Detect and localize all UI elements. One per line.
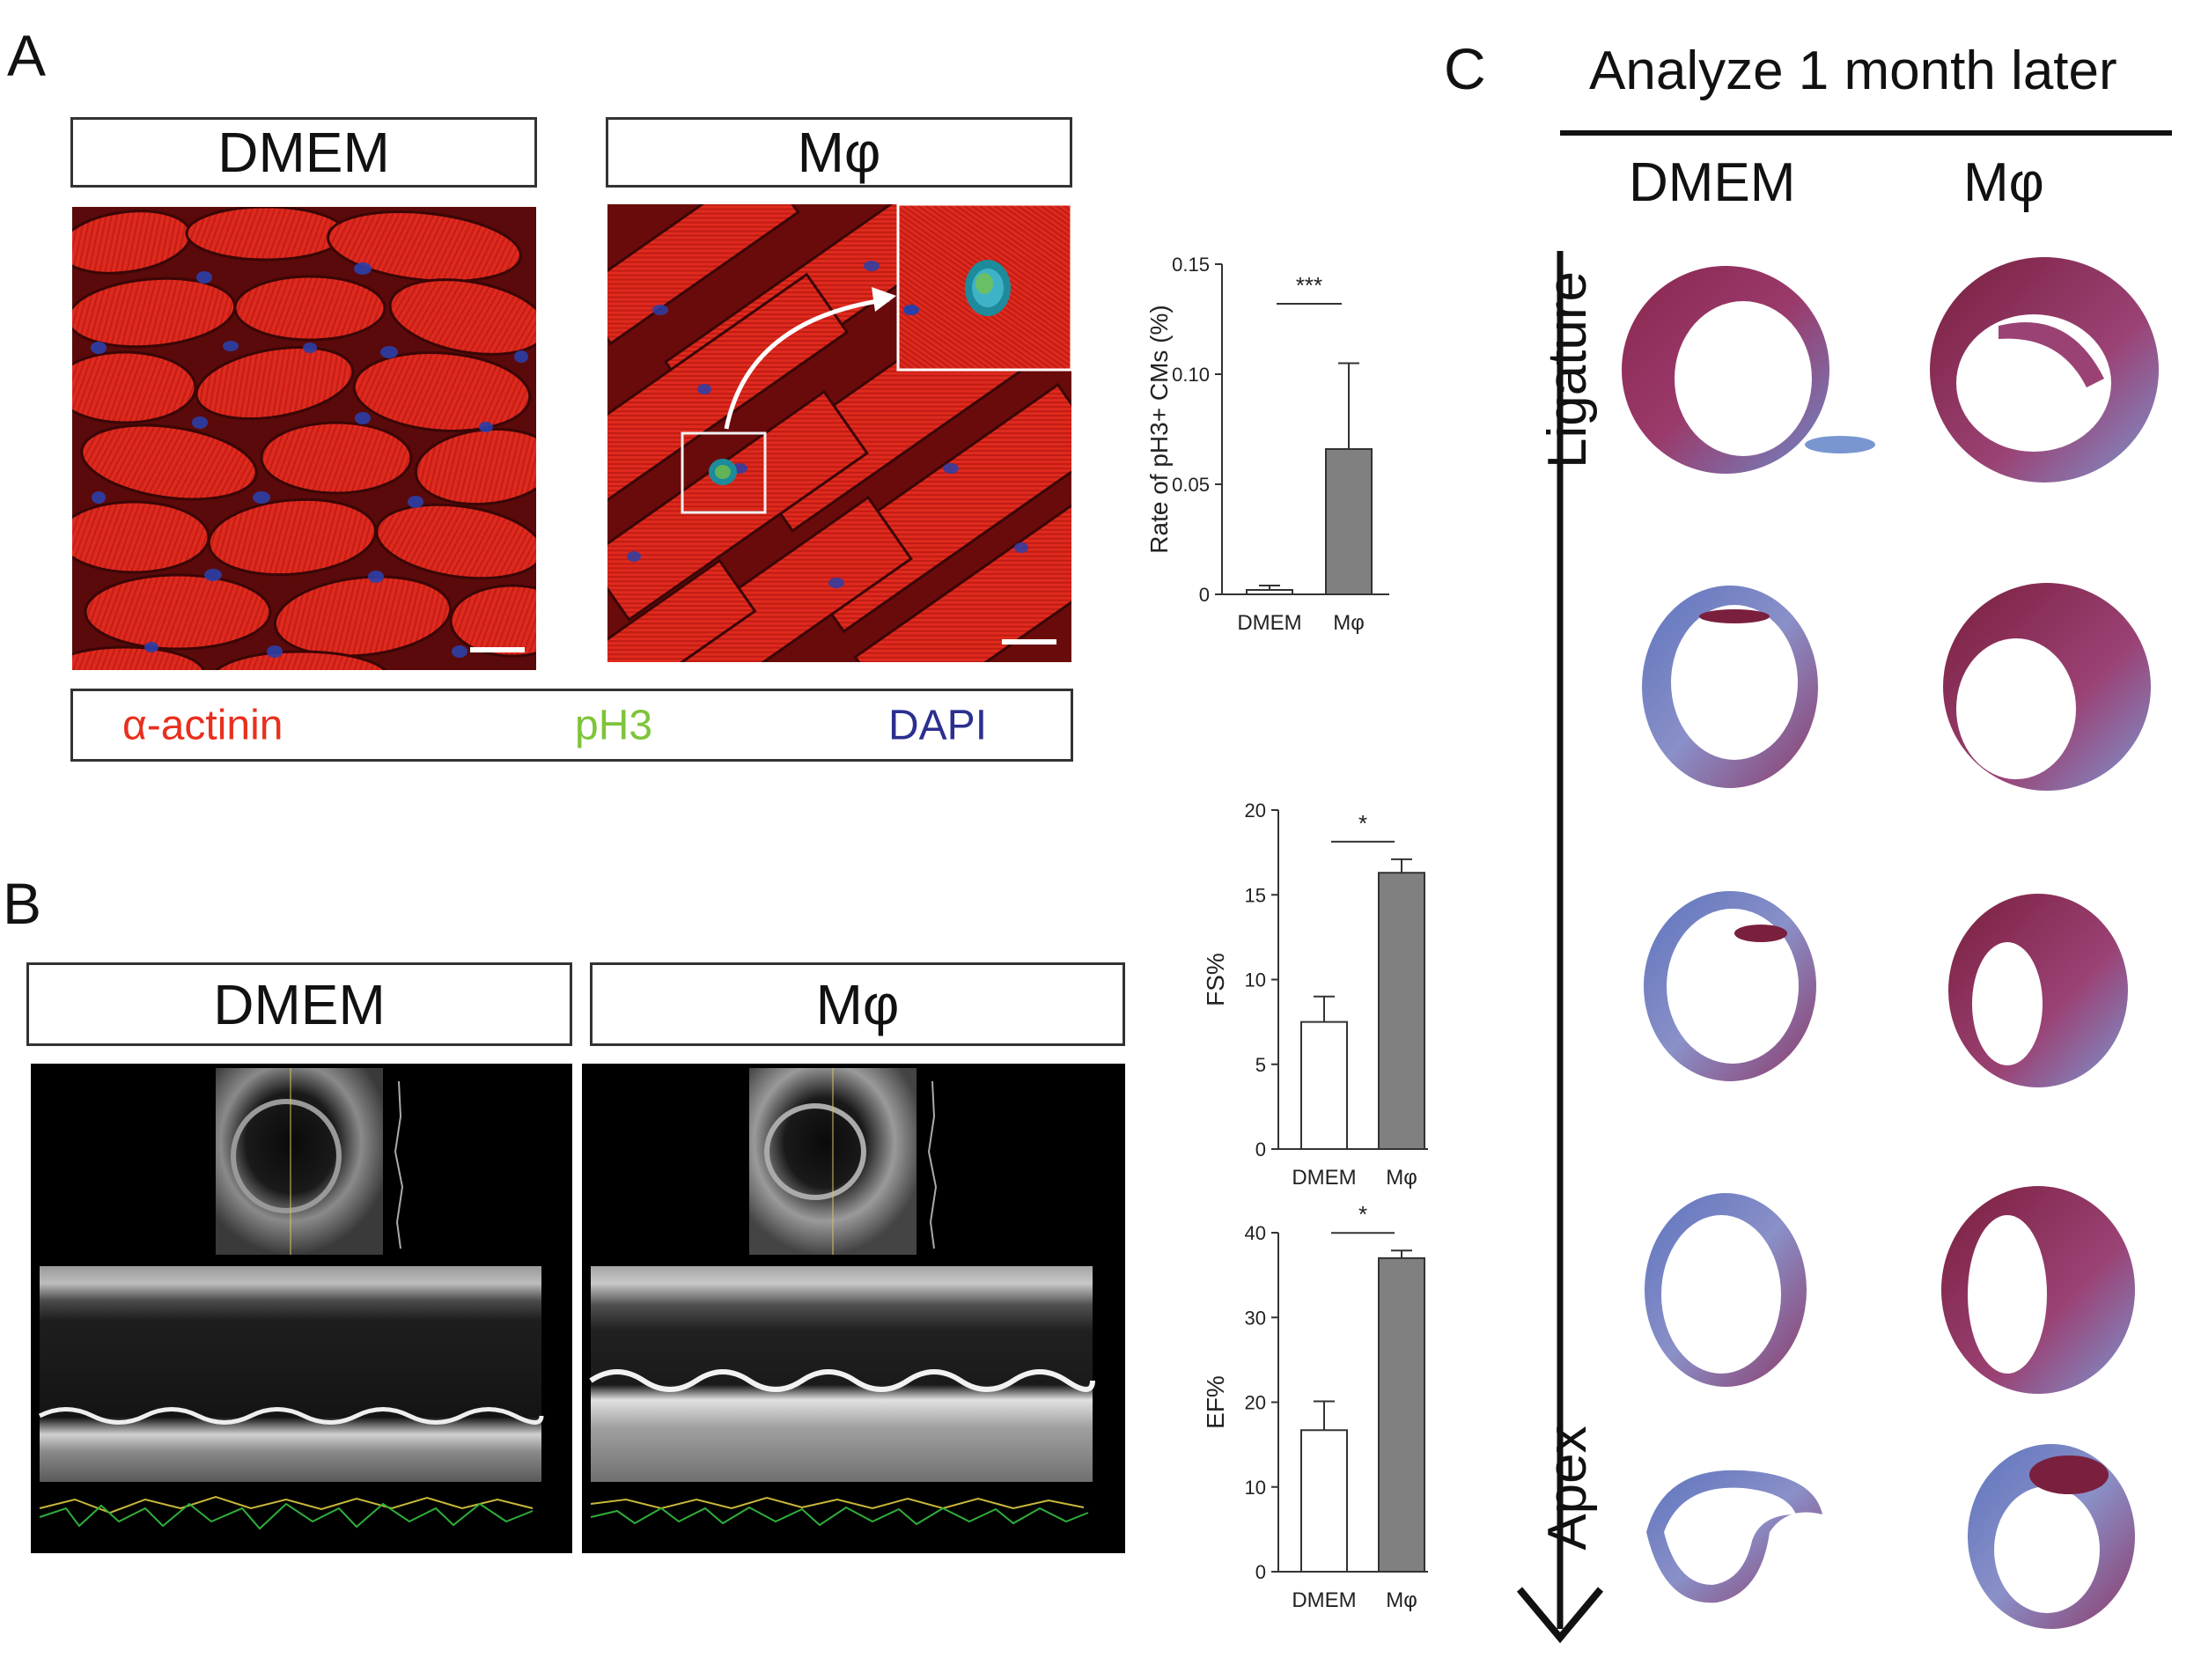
heart-section-dmem-3 xyxy=(1644,891,1816,1081)
legend-alpha-actinin: α-actinin xyxy=(122,702,283,748)
bar xyxy=(1300,1021,1348,1150)
panel-a-letter: A xyxy=(7,23,47,88)
panel-c-letter: C xyxy=(1444,36,1486,101)
y-axis-label: FS% xyxy=(1202,953,1229,1006)
y-axis-label: EF% xyxy=(1202,1375,1229,1429)
bar xyxy=(1378,872,1425,1150)
bar xyxy=(1325,448,1373,595)
echo-mphi-image xyxy=(589,1068,1095,1527)
y-tick-label: 0.15 xyxy=(1172,254,1210,276)
heart-section-mphi-3 xyxy=(1948,894,2128,1087)
micrograph-dmem xyxy=(72,207,536,670)
heart-section-dmem-1 xyxy=(1622,266,1875,474)
scale-bar xyxy=(1002,639,1056,645)
y-tick-label: 10 xyxy=(1245,969,1266,991)
bar xyxy=(1378,1256,1425,1573)
panel-a-dmem-label: DMEM xyxy=(70,117,537,188)
x-tick-label: DMEM xyxy=(1292,1166,1356,1190)
chart-fs: 0 5 10 15 20 FS% DMEM Mφ * xyxy=(1202,799,1428,1190)
stain-legend: α-actinin pH3 DAPI xyxy=(70,689,1073,762)
x-tick-label: DMEM xyxy=(1237,611,1301,635)
heart-sections-grid xyxy=(1622,257,2159,1629)
panel-a-mphi-label: Mφ xyxy=(606,117,1072,188)
y-tick-label: 0.10 xyxy=(1172,364,1210,386)
panel-c-dmem-label: DMEM xyxy=(1629,152,1796,213)
heart-section-dmem-2 xyxy=(1642,586,1818,788)
y-tick-label: 0 xyxy=(1199,584,1210,606)
y-tick-label: 20 xyxy=(1245,1392,1266,1414)
x-tick-label: Mφ xyxy=(1386,1166,1417,1190)
panel-c-title-underline xyxy=(1560,130,2172,136)
y-tick-label: 0 xyxy=(1255,1138,1266,1161)
y-tick-label: 0 xyxy=(1255,1561,1266,1583)
heart-section-mphi-4 xyxy=(1941,1186,2135,1394)
scale-bar xyxy=(470,647,525,652)
significance-label: *** xyxy=(1296,272,1322,298)
y-tick-label: 10 xyxy=(1245,1477,1266,1499)
x-tick-label: Mφ xyxy=(1333,611,1365,635)
heart-section-dmem-5 xyxy=(1646,1470,1822,1603)
panel-b-letter: B xyxy=(3,871,42,936)
legend-ph3: pH3 xyxy=(575,702,653,748)
panel-b-dmem-label: DMEM xyxy=(26,962,572,1046)
y-tick-label: 0.05 xyxy=(1172,474,1210,496)
axis-label-ligature: Ligature xyxy=(1536,270,1598,469)
chart-ph3-rate: 0 0.05 0.10 0.15 Rate of pH3+ CMs (%) DMEM Mφ *… xyxy=(1145,254,1389,635)
y-axis-label: Rate of pH3+ CMs (%) xyxy=(1145,305,1173,553)
y-tick-label: 20 xyxy=(1245,799,1266,822)
panel-b-mphi-label: Mφ xyxy=(590,962,1125,1046)
y-tick-label: 5 xyxy=(1255,1054,1266,1076)
y-tick-label: 15 xyxy=(1245,884,1266,906)
panel-c-title: Analyze 1 month later xyxy=(1589,41,2117,101)
echo-dmem-image xyxy=(38,1068,544,1530)
bar xyxy=(1246,589,1293,595)
ligature-to-apex-arrow xyxy=(1516,251,1604,1644)
echo-dmem xyxy=(31,1064,572,1553)
x-tick-label: Mφ xyxy=(1386,1588,1417,1612)
x-tick-label: DMEM xyxy=(1292,1588,1356,1612)
chart-ef: 0 10 20 30 40 EF% DMEM Mφ * xyxy=(1202,1201,1428,1612)
significance-label: * xyxy=(1358,810,1367,836)
bar xyxy=(1300,1429,1348,1573)
heart-section-mphi-1 xyxy=(1930,257,2159,483)
micrograph-dmem-image xyxy=(72,207,536,670)
y-tick-label: 30 xyxy=(1245,1307,1266,1329)
heart-section-dmem-4 xyxy=(1645,1193,1807,1387)
micrograph-mphi-image xyxy=(607,204,1071,662)
axis-label-apex: Apex xyxy=(1536,1426,1598,1551)
micrograph-mphi xyxy=(607,204,1071,662)
heart-section-mphi-2 xyxy=(1943,583,2151,791)
panel-c-mphi-label: Mφ xyxy=(1963,152,2044,213)
echo-mphi xyxy=(582,1064,1125,1553)
y-tick-label: 40 xyxy=(1245,1222,1266,1244)
heart-section-mphi-5 xyxy=(1968,1444,2135,1629)
significance-label: * xyxy=(1358,1201,1367,1227)
legend-dapi: DAPI xyxy=(888,702,988,748)
